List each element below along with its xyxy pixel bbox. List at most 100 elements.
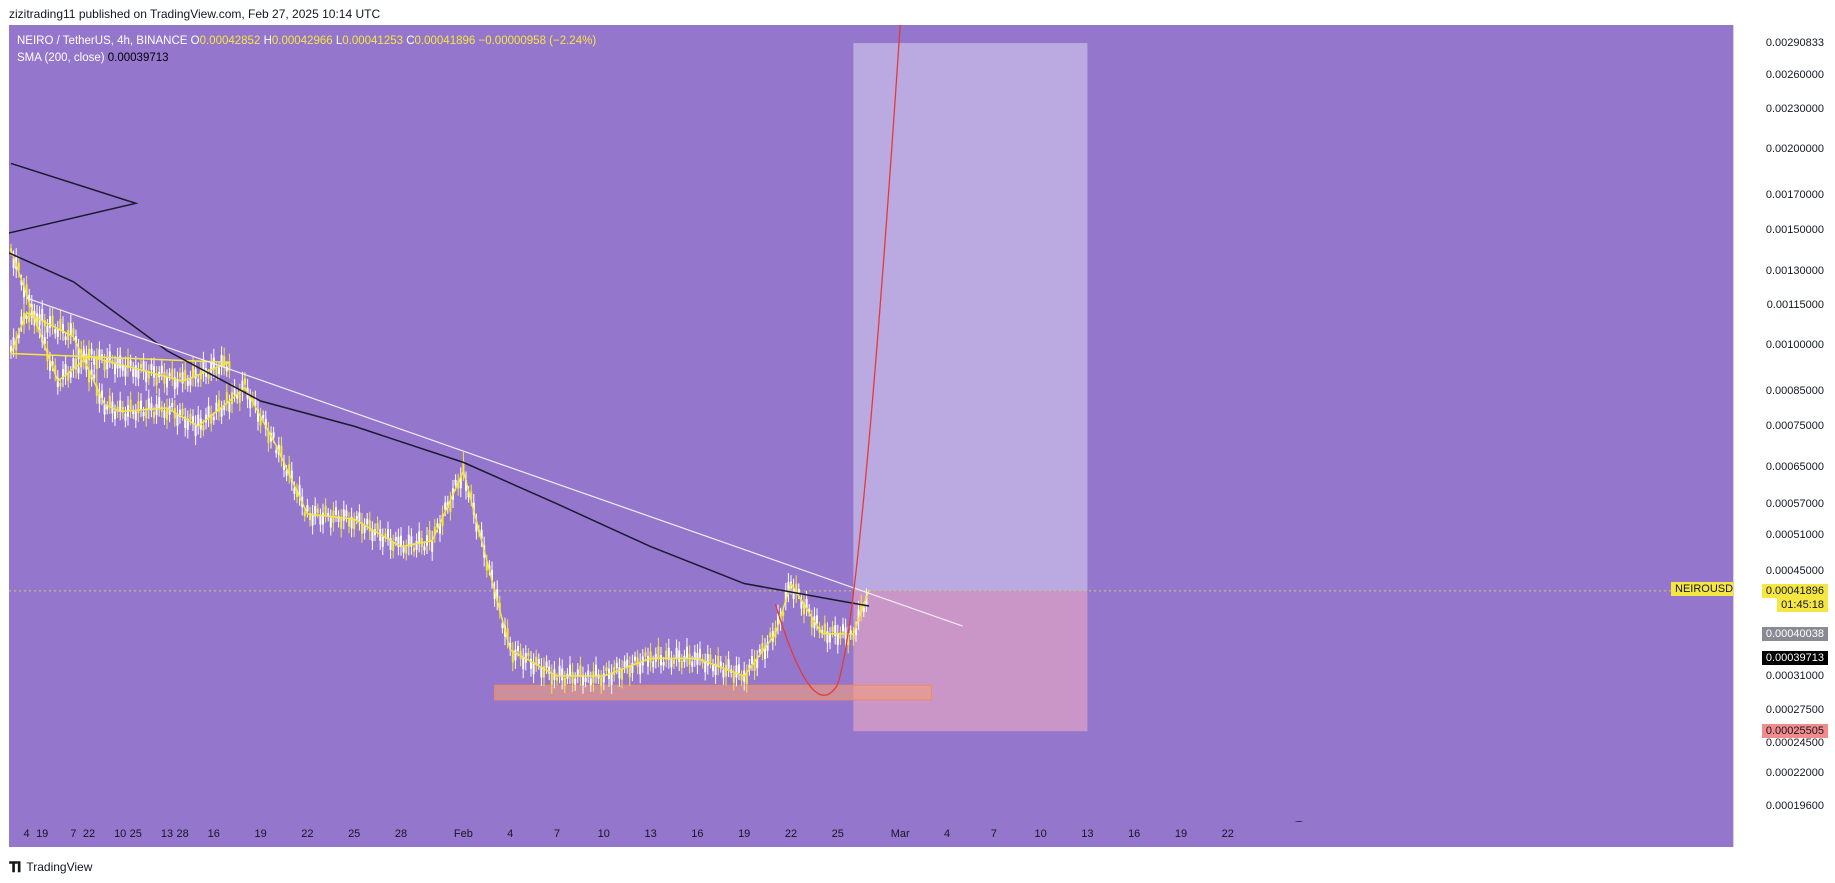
candle-body [20,316,23,325]
time-axis[interactable]: 1922252820254710131619222528Feb471013161… [9,822,1733,847]
candle-body [155,403,158,416]
candle-body [67,330,70,341]
legend-ohlc-row: NEIRO / TetherUS, 4h, BINANCE O0.0004285… [17,33,596,50]
time-tick-label: 10 [114,828,127,840]
candle-body [407,534,410,547]
candle-body [465,479,467,492]
candle-body [179,372,181,378]
candle-body [220,408,223,417]
candle-body [82,350,85,356]
footer-logo-text[interactable]: TradingView [26,860,93,874]
candle-body [699,648,701,658]
legend-sma-value: 0.00039713 [107,52,169,64]
candle-body [160,365,163,374]
time-tick-label: Mar [890,828,910,840]
candle-body [615,662,618,669]
candle-body [444,502,447,510]
candle-body [537,659,540,665]
time-tick-label: 25 [348,828,361,840]
candle-body [340,517,343,529]
candle-body [402,546,405,553]
candle-body [665,650,668,660]
candle-body [101,390,103,399]
candle-body [777,613,779,626]
candle-body [842,624,844,632]
time-tick-label: 25 [129,828,142,840]
candle-body [431,539,434,552]
candle-body [389,538,392,551]
candle-body [249,397,252,409]
publish-header: zizitrading11 published on TradingView.c… [9,7,381,21]
candle-body [350,516,353,529]
candle-body [631,662,634,674]
candle-body [363,525,366,533]
time-tick-label: 4 [23,828,30,840]
candle-body [735,665,738,678]
legend-sma-label[interactable]: SMA (200, close) [17,52,105,64]
time-tick-label: 28 [394,828,408,840]
time-tick-label: 13 [644,828,657,840]
candle-body [797,588,800,594]
projection-curve [774,25,901,696]
candle-body [358,512,361,523]
candle-body [839,632,842,639]
candle-body [441,514,444,527]
price-tick-label: 0.00024500 [1765,736,1824,749]
candle-body [394,536,397,541]
candle-body [467,491,470,497]
candle-body [129,399,132,410]
candle-body [423,546,426,551]
candle-body [290,470,293,483]
candle-body [670,658,673,668]
candle-body [361,521,363,534]
stop-price-badge: 0.00025505 [1761,724,1828,739]
candle-body [228,361,231,371]
candle-body [392,541,395,551]
sma-line [9,162,870,607]
candle-body [371,529,374,542]
price-tick-label: 0.00057000 [1765,497,1824,510]
candle-body [28,312,31,323]
candle-body [202,360,205,373]
candle-body [147,398,150,411]
candle-body [758,648,761,653]
time-tick-label: 22 [1221,828,1234,840]
candle-body [337,516,340,522]
candle-body [348,519,350,527]
candle-body [535,656,538,665]
candle-body [77,347,80,360]
candle-body [834,624,837,636]
candle-body [381,536,384,547]
candle-body [176,414,179,426]
candle-body [387,529,389,539]
candle-body [527,652,530,656]
candle-body [189,377,192,386]
support-zone [494,684,932,701]
candle-body [847,634,850,646]
legend-high: 0.00042966 [271,35,333,47]
legend-symbol[interactable]: NEIRO / TetherUS, 4h, BINANCE [17,35,188,47]
candle-body [639,662,642,675]
price-axis[interactable]: 0.00260000 0.00230000 0.00200000 0.00170000… [1733,25,1828,847]
candle-body [103,361,106,371]
candle-body [556,677,558,681]
candle-body [116,406,119,413]
candle-body [816,615,818,624]
candle-body [745,672,748,684]
candle-body [673,659,675,664]
candle-body [701,659,704,664]
candle-body [106,405,109,410]
candle-body [181,408,184,415]
candle-body [855,627,857,636]
time-tick-label: 19 [1174,828,1188,840]
chart-plot-area[interactable]: NEIRO / TetherUS, 4h, BINANCE O0.0004285… [9,25,1733,847]
candle-body [491,569,493,581]
tradingview-logo-icon[interactable]: 𝐓𝐈 [9,858,21,875]
candle-body [51,361,54,366]
candle-body [740,675,743,681]
candle-body [433,526,436,536]
candle-body [150,364,153,371]
candle-body [17,262,20,271]
candle-body [218,399,220,412]
candle-body [722,669,725,678]
